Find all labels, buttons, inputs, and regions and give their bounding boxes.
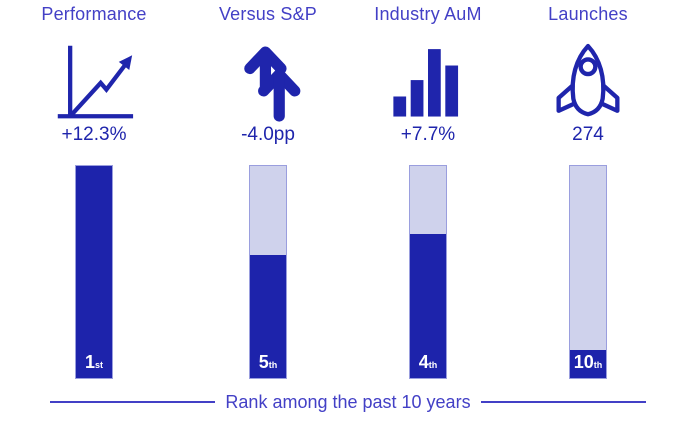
metric-value: 274 — [572, 124, 604, 145]
caption-text: Rank among the past 10 years — [225, 391, 471, 412]
bar-chart-icon — [348, 39, 508, 123]
rank-bar-fill — [410, 233, 446, 378]
footer-caption-row: Rank among the past 10 years — [0, 390, 696, 414]
column-industry-aum: Industry AuM +7.7% 4th — [348, 0, 508, 384]
column-performance: Performance +12.3% 1st — [14, 0, 174, 384]
rank-bar-fill — [570, 350, 606, 378]
rank-bar: 5th — [249, 165, 287, 379]
column-title: Performance — [41, 4, 147, 24]
column-title: Versus S&P — [218, 4, 318, 24]
rocket-icon — [508, 39, 668, 123]
line-chart-icon — [14, 39, 174, 123]
column-launches: Launches 274 10th — [508, 0, 668, 384]
rank-bar: 4th — [409, 165, 447, 379]
metric-value: +12.3% — [61, 124, 127, 145]
rank-label: 10th — [573, 352, 603, 372]
column-versus-sp: Versus S&P -4.0pp 5th — [188, 0, 348, 384]
caption-rule-right — [480, 401, 646, 403]
column-title: Launches — [548, 4, 628, 24]
metric-value: -4.0pp — [241, 124, 295, 145]
rank-bar-fill — [250, 255, 286, 378]
rank-label: 1st — [84, 352, 104, 372]
rank-bar-fill — [76, 166, 112, 378]
metric-value: +7.7% — [400, 124, 456, 145]
rank-label: 4th — [418, 352, 438, 372]
caption-rule-left — [50, 401, 216, 403]
column-title: Industry AuM — [374, 4, 482, 24]
double-up-arrows-icon — [188, 39, 348, 123]
rank-bar: 1st — [75, 165, 113, 379]
rank-bar: 10th — [569, 165, 607, 379]
rank-label: 5th — [258, 352, 278, 372]
